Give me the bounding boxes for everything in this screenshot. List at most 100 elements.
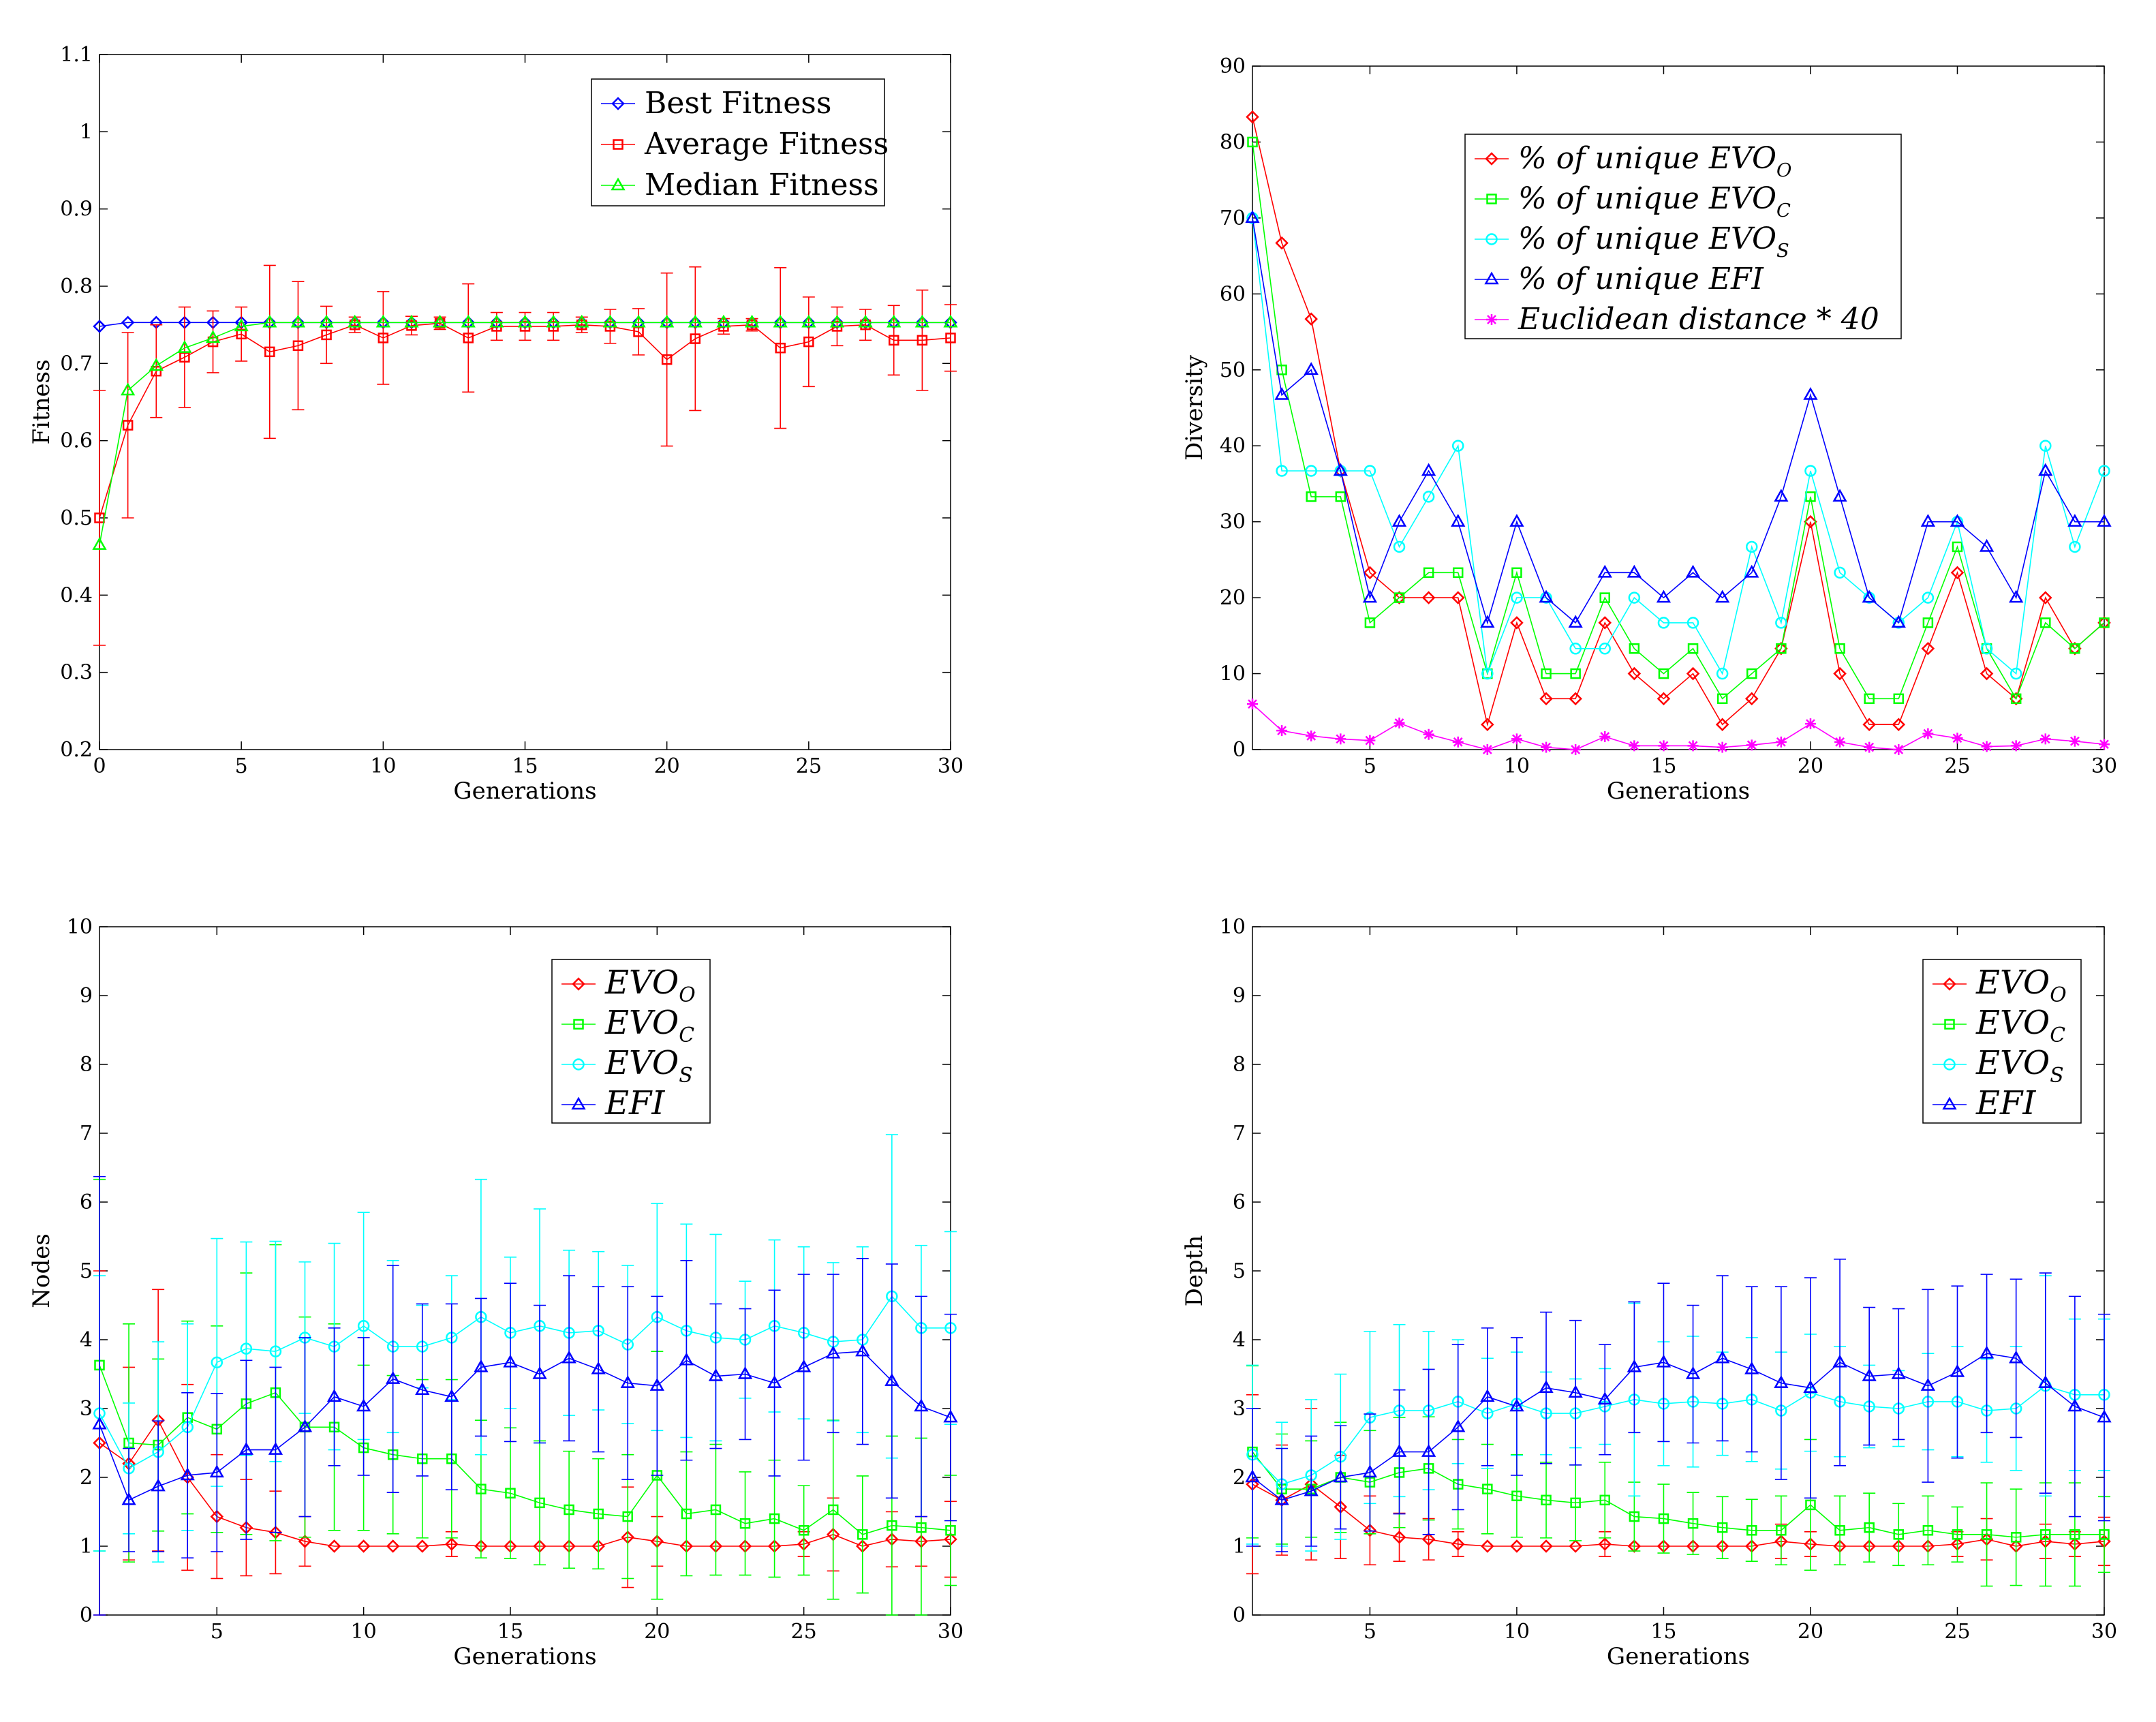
data-point <box>591 1361 606 1374</box>
x-tick-label: 10 <box>1504 1620 1530 1644</box>
data-point <box>2069 540 2081 553</box>
data-point <box>2040 617 2051 628</box>
data-point <box>1891 1366 1906 1379</box>
data-point <box>1627 564 1642 578</box>
legend-label: Median Fitness <box>645 168 879 202</box>
data-point <box>797 1359 812 1372</box>
legend-box <box>1922 959 2082 1124</box>
data-point <box>1570 668 1581 679</box>
data-point <box>826 1345 841 1359</box>
data-point <box>269 1345 282 1357</box>
data-point <box>1423 728 1434 740</box>
data-point <box>574 314 589 328</box>
data-point <box>1804 718 1816 730</box>
data-point <box>1541 1494 1552 1506</box>
data-point <box>1980 643 1993 655</box>
data-point <box>690 333 701 344</box>
data-point <box>688 314 703 328</box>
legend: Best Fitness Average Fitness Median Fitnes… <box>591 78 889 206</box>
y-tick-label: 1 <box>80 1535 93 1558</box>
data-point <box>916 1522 927 1533</box>
data-point <box>386 1371 401 1384</box>
data-point <box>887 314 902 328</box>
data-point <box>1979 1345 1995 1359</box>
data-point <box>1775 617 1787 629</box>
data-point <box>1539 589 1554 603</box>
data-point <box>773 314 788 328</box>
y-tick-label: 3 <box>80 1397 93 1421</box>
data-point <box>1570 1497 1581 1509</box>
series-4 <box>1245 210 2112 628</box>
legend-label: EVOS <box>1975 1044 2064 1088</box>
data-point <box>262 314 277 328</box>
legend-marker <box>1485 152 1498 166</box>
data-point <box>1716 1522 1728 1533</box>
data-point <box>92 1416 107 1430</box>
data-point <box>327 1539 341 1553</box>
data-point <box>2039 440 2052 452</box>
x-tick-label: 10 <box>370 754 396 778</box>
data-point <box>120 382 136 396</box>
data-point <box>445 1537 459 1551</box>
y-tick-label: 0 <box>80 1603 93 1627</box>
data-point <box>1746 540 1758 553</box>
legend-label: EVOS <box>604 1044 693 1088</box>
data-point <box>1568 1385 1583 1398</box>
legend-label: EVOC <box>1975 1004 2065 1047</box>
chart-panel-3: 5 10 15 20 25 30 0 1 2 3 4 5 6 7 8 9 10 Generations Nodes E… <box>28 915 964 1670</box>
data-point <box>1421 463 1436 476</box>
data-point <box>1598 616 1612 630</box>
series-4 <box>1245 1259 2112 1552</box>
legend-label: % of unique EVOC <box>1518 181 1791 221</box>
data-point <box>2039 591 2052 604</box>
data-point <box>1950 514 1965 527</box>
data-point <box>238 1442 253 1455</box>
data-point <box>1363 566 1377 580</box>
data-point <box>2099 617 2110 628</box>
x-tick-label: 30 <box>938 754 964 778</box>
data-point <box>292 340 304 352</box>
data-point <box>1480 615 1495 628</box>
data-point <box>290 314 306 328</box>
data-point <box>532 1366 547 1379</box>
chart-panel-2: 5 10 15 20 25 30 0 10 20 30 40 50 60 70 80 90 Generation… <box>1181 55 2117 805</box>
data-point <box>1981 741 1992 752</box>
y-tick-label: 5 <box>80 1259 93 1283</box>
x-tick-label: 25 <box>1944 1620 1970 1644</box>
legend-marker <box>571 1096 586 1110</box>
data-point <box>2067 1398 2082 1412</box>
x-tick-label: 0 <box>93 754 106 778</box>
legend-label: EFI <box>1975 1084 2036 1122</box>
data-point <box>1304 1483 1319 1496</box>
data-point <box>1922 617 1934 628</box>
data-point <box>1656 1354 1672 1368</box>
data-point <box>1744 564 1759 578</box>
data-point <box>209 1464 224 1478</box>
data-point <box>1509 514 1524 527</box>
data-point <box>1391 1444 1407 1457</box>
data-point <box>888 335 899 346</box>
data-point <box>1599 731 1611 743</box>
data-point <box>2010 1532 2022 1543</box>
legend-label: EVOO <box>604 964 696 1007</box>
data-point <box>1569 1539 1582 1553</box>
data-point <box>1893 1529 1905 1540</box>
data-point <box>1306 491 1316 502</box>
data-point <box>1687 643 1699 654</box>
data-point <box>1980 666 1994 681</box>
y-axis-label: Fitness <box>28 359 55 444</box>
data-point <box>827 1504 839 1516</box>
y-tick-label: 6 <box>80 1190 93 1214</box>
data-point <box>1568 615 1583 628</box>
y-tick-label: 0.9 <box>60 198 93 221</box>
y-tick-label: 0.8 <box>60 275 93 298</box>
data-point <box>1952 733 1963 744</box>
y-tick-label: 0 <box>1233 738 1246 762</box>
x-axis-label: Generations <box>453 1643 596 1670</box>
y-tick-label: 8 <box>80 1053 93 1077</box>
series-4 <box>92 1175 958 1616</box>
data-point <box>1481 667 1494 680</box>
data-point <box>1451 1537 1465 1551</box>
data-point <box>1715 718 1729 731</box>
data-point <box>1569 692 1582 706</box>
